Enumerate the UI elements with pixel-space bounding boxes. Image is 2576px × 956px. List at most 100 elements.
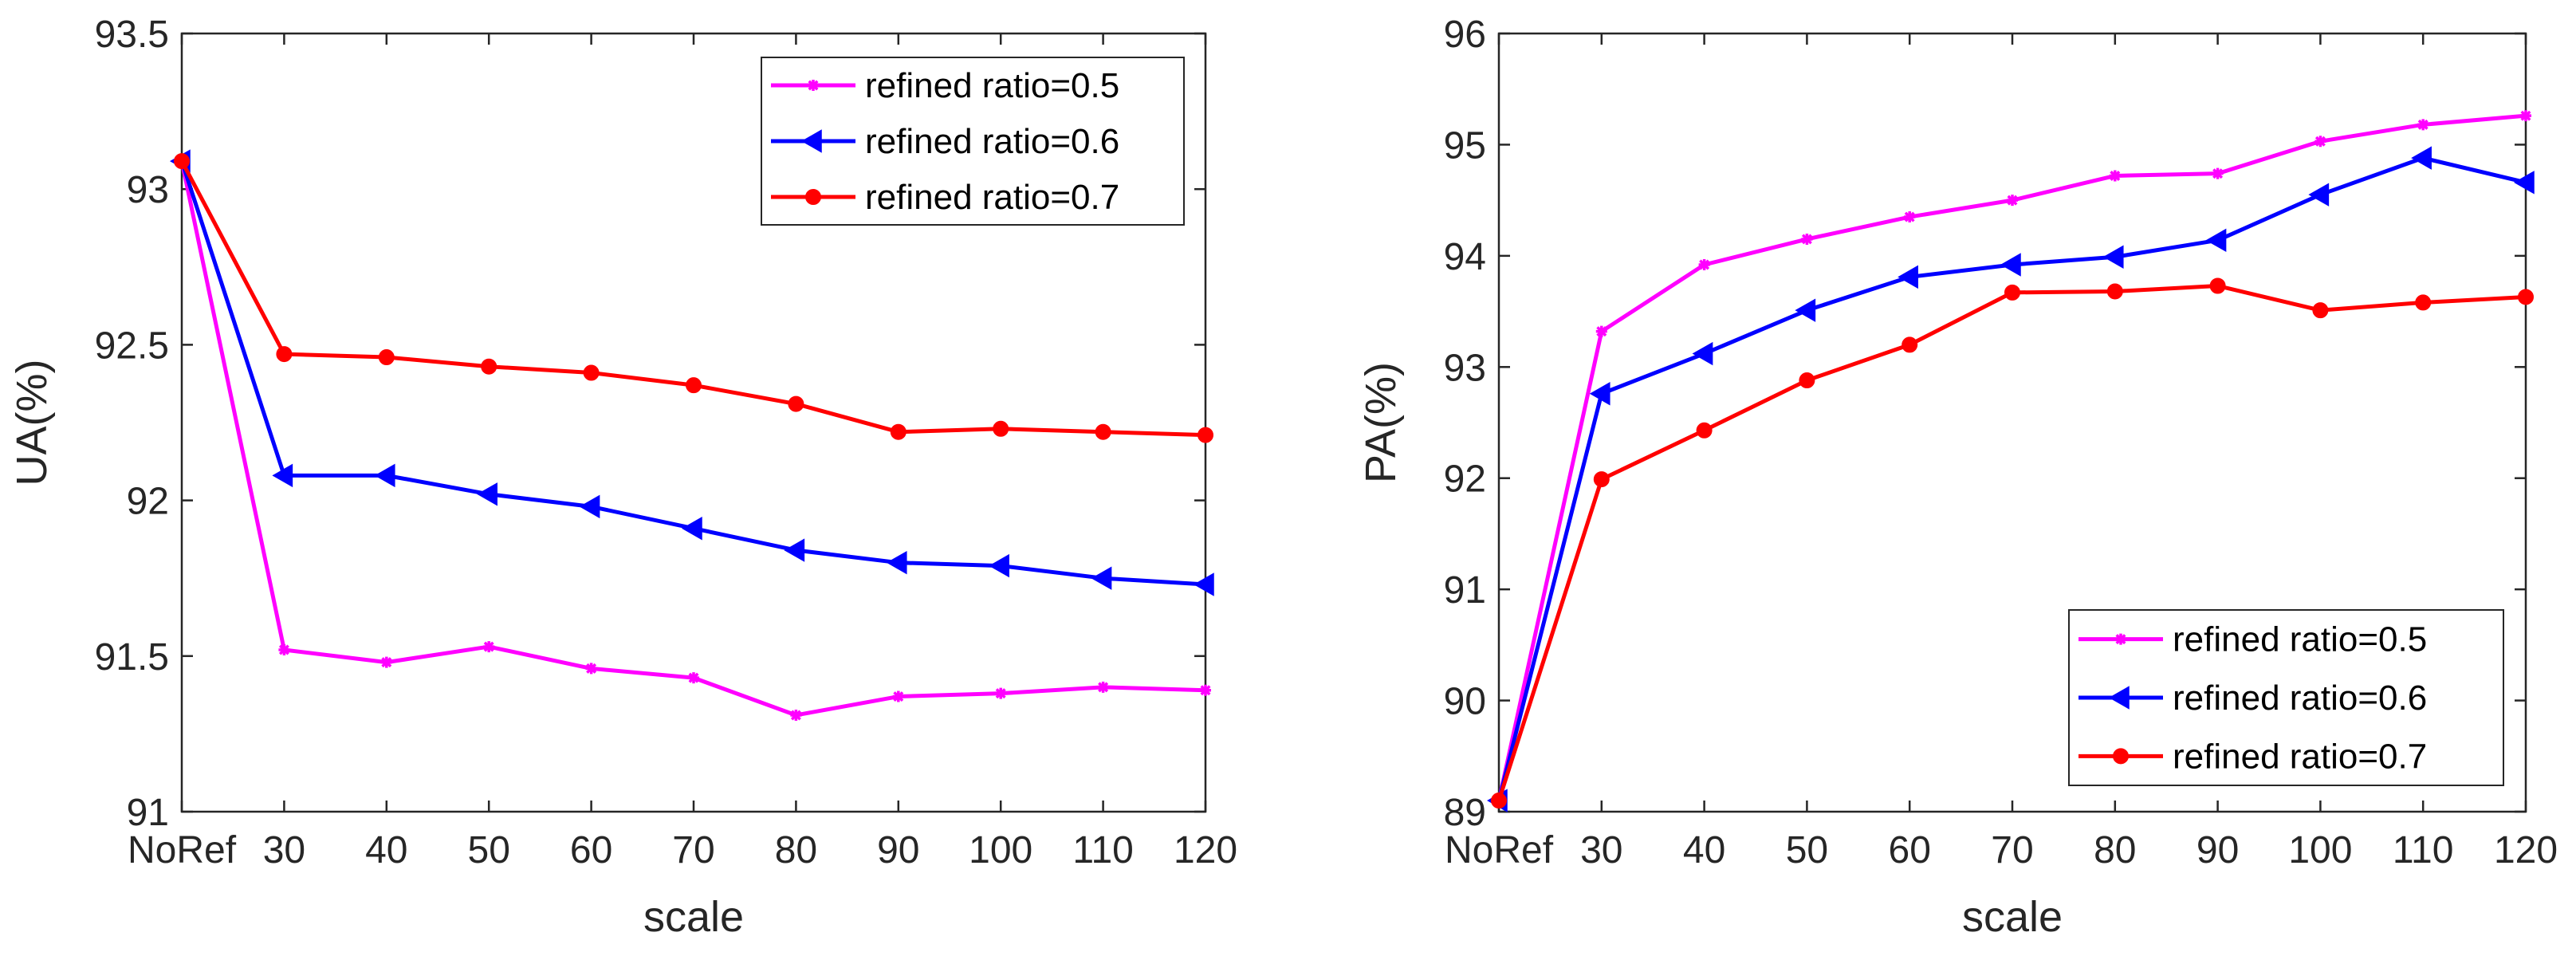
data-point <box>1902 336 1918 353</box>
y-tick-label: 93 <box>127 169 169 211</box>
x-tick-label: 50 <box>1786 829 1828 871</box>
legend-label: refined ratio=0.6 <box>2173 679 2427 718</box>
series-1 <box>1493 110 2531 807</box>
y-axis-label: UA(%) <box>8 360 56 486</box>
data-point <box>2417 119 2429 131</box>
y-tick-label: 94 <box>1444 236 1486 278</box>
x-tick-label: 120 <box>2494 829 2558 871</box>
data-point <box>272 463 293 488</box>
data-point <box>1795 298 1816 322</box>
data-point <box>681 517 702 541</box>
legend-marker <box>2113 748 2129 765</box>
x-tick-label: 90 <box>877 829 919 871</box>
x-tick-label: NoRef <box>1445 829 1554 871</box>
data-point <box>481 358 498 375</box>
data-point <box>686 377 702 394</box>
data-point <box>2209 277 2226 294</box>
x-tick-label: 100 <box>2288 829 2352 871</box>
series-2 <box>1486 146 2535 812</box>
data-point <box>1095 423 1111 440</box>
data-point <box>483 641 495 653</box>
legend: refined ratio=0.5 refined ratio=0.6 refine… <box>2068 609 2504 786</box>
data-point <box>2102 245 2124 269</box>
x-tick-label: 60 <box>1889 829 1931 871</box>
data-point <box>2411 146 2432 170</box>
x-tick-label: 40 <box>1683 829 1725 871</box>
data-point <box>278 643 290 655</box>
data-point <box>995 687 1007 699</box>
data-point <box>1198 427 1213 443</box>
data-point <box>380 656 392 668</box>
series-3 <box>174 153 1213 443</box>
data-point <box>2312 302 2329 319</box>
data-point <box>2109 170 2121 182</box>
chart-pa: 89 90 91 92 93 94 95 96 NoRef 30 40 50 60 70 80 90 100 11… <box>1357 14 2558 941</box>
y-tick-label: 92 <box>127 481 169 523</box>
legend: refined ratio=0.5 refined ratio=0.6 refine… <box>761 57 1185 226</box>
x-axis-label: scale <box>1962 893 2063 941</box>
data-point <box>989 553 1009 578</box>
y-tick-label: 95 <box>1444 124 1486 167</box>
x-axis-label: scale <box>643 893 744 941</box>
data-point <box>2520 110 2531 122</box>
data-point <box>477 482 498 506</box>
x-tick-label: 30 <box>263 829 305 871</box>
data-point <box>1898 265 1918 289</box>
data-point <box>1193 572 1214 596</box>
data-point <box>890 423 907 440</box>
data-point <box>1698 259 1710 271</box>
data-point <box>579 494 600 519</box>
data-point <box>1801 233 1813 245</box>
data-point <box>1091 566 1112 590</box>
y-tick-label: 92.5 <box>95 325 169 367</box>
x-tick-label: 50 <box>468 829 510 871</box>
legend-label: refined ratio=0.7 <box>2173 737 2427 776</box>
data-point <box>1904 211 1916 223</box>
data-point <box>1491 793 1507 809</box>
data-point <box>993 420 1009 437</box>
y-tick-label: 91 <box>127 792 169 834</box>
x-tick-label: 40 <box>365 829 407 871</box>
y-tick-label: 89 <box>1444 792 1486 834</box>
data-point <box>2518 289 2534 305</box>
data-point <box>1200 684 1211 696</box>
data-point <box>2415 294 2432 311</box>
series-1 <box>176 155 1211 721</box>
data-point <box>1097 681 1109 693</box>
x-tick-label: 70 <box>1991 829 2033 871</box>
y-tick-label: 92 <box>1444 458 1486 501</box>
x-tick-label: 70 <box>672 829 714 871</box>
data-point <box>2007 195 2018 207</box>
data-point <box>788 395 804 412</box>
data-point <box>2205 228 2227 253</box>
data-point <box>2308 183 2330 207</box>
series-2 <box>169 149 1214 596</box>
x-tick-label: 80 <box>775 829 817 871</box>
x-tick-label: 120 <box>1174 829 1237 871</box>
data-point <box>2000 253 2021 277</box>
legend-label: refined ratio=0.7 <box>865 178 1119 217</box>
x-tick-label: 60 <box>570 829 612 871</box>
legend-marker <box>805 189 821 205</box>
y-tick-label: 91.5 <box>95 636 169 679</box>
data-point <box>1593 471 1610 488</box>
data-point <box>790 709 802 721</box>
data-point <box>2106 283 2123 300</box>
legend-label: refined ratio=0.5 <box>2173 620 2427 659</box>
x-tick-label: 90 <box>2196 829 2239 871</box>
legend-label: refined ratio=0.6 <box>865 122 1119 161</box>
data-point <box>1595 325 1607 337</box>
data-point <box>2212 167 2224 179</box>
y-tick-label: 90 <box>1444 681 1486 723</box>
data-point <box>2314 136 2326 148</box>
data-point <box>1589 382 1610 406</box>
y-tick-label: 93.5 <box>95 14 169 56</box>
chart-ua: 91 91.5 92 92.5 93 93.5 NoRef 30 40 50 60 70 80 90 100… <box>8 14 1237 941</box>
data-point <box>276 346 293 363</box>
legend-marker <box>2108 686 2130 710</box>
legend-marker <box>808 80 819 91</box>
y-tick-label: 93 <box>1444 347 1486 389</box>
series-3 <box>1491 277 2534 809</box>
legend-label: refined ratio=0.5 <box>865 66 1119 105</box>
y-axis-label: PA(%) <box>1357 362 1405 483</box>
